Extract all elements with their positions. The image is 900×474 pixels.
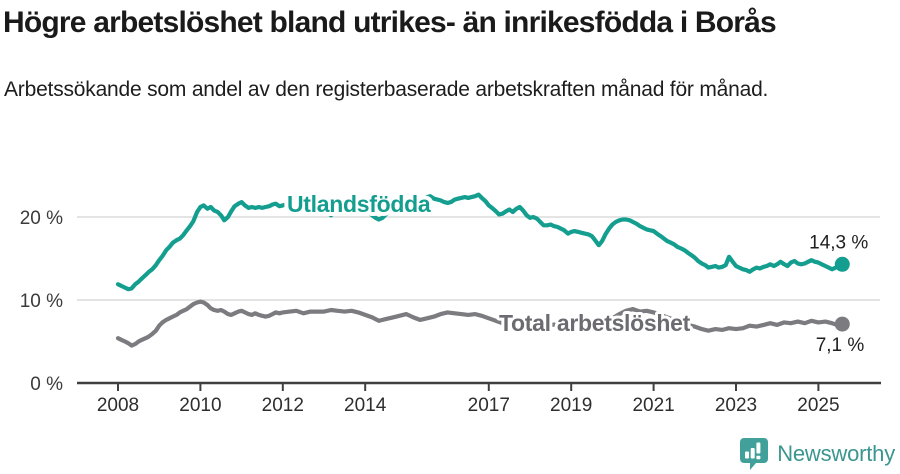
newsworthy-brand-name: Newsworthy [777,440,895,466]
end-value-label-utlandsfodda: 14,3 % [809,232,868,253]
chart-subtitle: Arbetssökande som andel av den registerb… [4,78,769,101]
newsworthy-logo-icon [740,438,769,470]
x-tick-label-2023: 2023 [715,395,757,416]
x-tick-label-2014: 2014 [344,395,387,416]
x-tick-label-2019: 2019 [550,395,592,416]
x-tick-label-2025: 2025 [797,395,839,416]
end-value-label-total-arbetsloshet: 7,1 % [816,335,865,356]
y-axis-label-20: 20 % [20,208,63,229]
chart-title: Högre arbetslöshet bland utrikes- än inr… [3,6,777,39]
y-axis-label-0: 0 % [30,374,63,395]
series-line-total-arbetsloshet [115,299,845,348]
newsworthy-branding: Newsworthy [738,437,895,470]
x-tick-label-2012: 2012 [262,395,304,416]
x-tick-label-2021: 2021 [632,395,674,416]
y-axis-label-10: 10 % [20,291,63,312]
x-tick-label-2010: 2010 [179,395,221,416]
series-label-total-arbetsloshet: Total arbetslöshet [499,310,691,336]
series-line-utlandsfodda [115,192,845,292]
series-label-utlandsfodda: Utlandsfödda [287,191,431,217]
series-end-dot-total-arbetsloshet [834,316,850,332]
x-tick-label-2017: 2017 [468,395,510,416]
x-tick-label-2008: 2008 [97,395,139,416]
series-end-dot-utlandsfodda [834,256,850,272]
